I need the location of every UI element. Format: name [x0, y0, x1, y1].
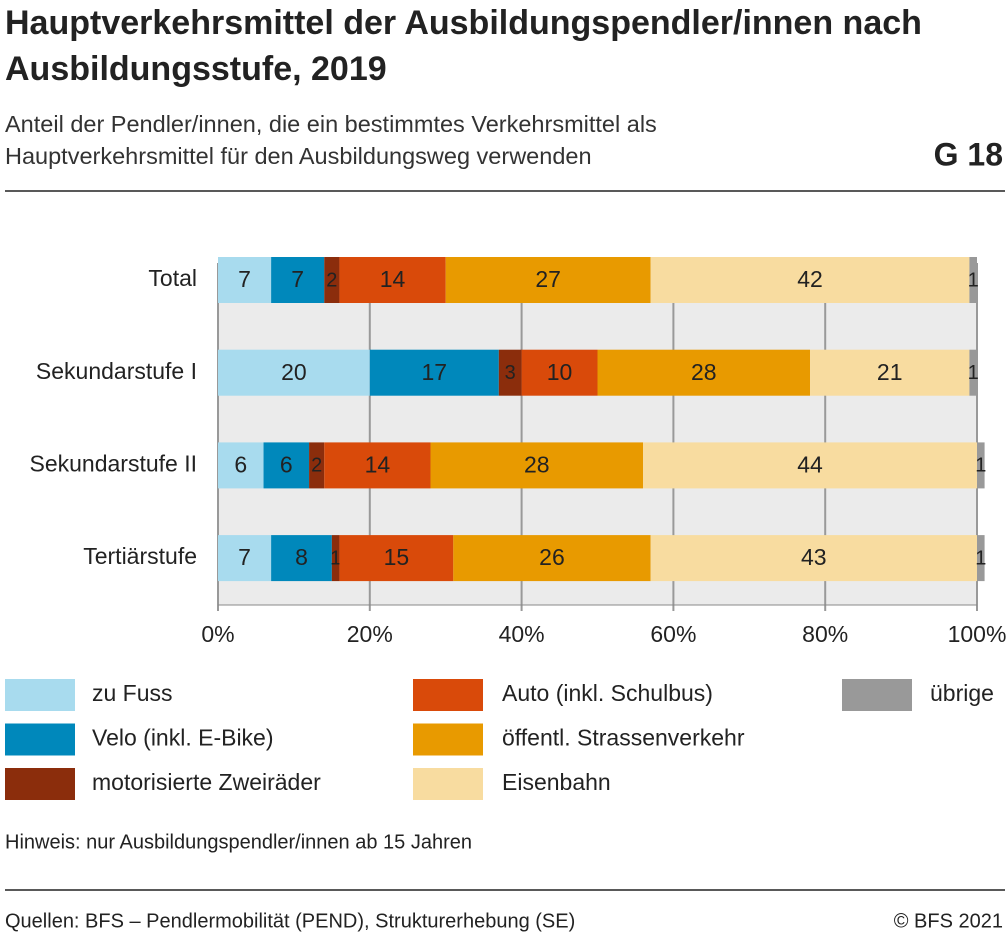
- bar-segment: [643, 442, 977, 489]
- bar-segment: [218, 442, 264, 489]
- bar-segment: [969, 257, 977, 303]
- data-label: 3: [505, 362, 516, 384]
- legend-label: motorisierte Zweiräder: [92, 769, 321, 795]
- data-label: 21: [877, 359, 903, 385]
- legend-swatch: [5, 768, 75, 800]
- y-tick-label: Tertiärstufe: [83, 543, 197, 569]
- bar-segment: [339, 257, 446, 303]
- bar-segment: [324, 442, 431, 489]
- legend-label: zu Fuss: [92, 680, 173, 706]
- data-label: 15: [384, 544, 410, 570]
- legend-swatch: [5, 679, 75, 711]
- bar-segment: [650, 257, 970, 303]
- source: Quellen: BFS – Pendlermobilität (PEND), …: [5, 910, 575, 932]
- data-label: 6: [234, 451, 247, 477]
- legend-label: Eisenbahn: [502, 769, 611, 795]
- chart-subtitle: Anteil der Pendler/innen, die ein bestim…: [5, 111, 657, 169]
- x-tick-label: 100%: [948, 621, 1007, 647]
- bar-segment: [263, 442, 310, 489]
- data-label: 14: [380, 266, 406, 292]
- bar-segment: [597, 349, 811, 396]
- x-tick-label: 80%: [802, 621, 848, 647]
- bar-segment: [218, 349, 370, 396]
- data-label: 6: [280, 451, 293, 477]
- data-label: 7: [238, 266, 251, 292]
- bar-segment: [977, 535, 985, 582]
- legend-swatch: [413, 768, 483, 800]
- legend-swatch: [842, 679, 912, 711]
- data-label: 20: [281, 359, 307, 385]
- data-label: 28: [524, 451, 550, 477]
- data-label: 1: [975, 547, 986, 569]
- note: Hinweis: nur Ausbildungspendler/innen ab…: [5, 831, 472, 853]
- copyright: © BFS 2021: [894, 910, 1003, 932]
- bar-segment: [453, 535, 651, 582]
- data-label: 27: [535, 266, 561, 292]
- y-tick-label: Sekundarstufe I: [36, 358, 197, 384]
- bar-segment: [324, 257, 340, 303]
- legend-label: übrige: [930, 680, 994, 706]
- bar-segment: [271, 257, 325, 303]
- bar-segment: [218, 535, 272, 582]
- bar-segment: [271, 535, 332, 582]
- bar-segment: [218, 257, 272, 303]
- x-tick-label: 0%: [201, 621, 234, 647]
- bar-segment: [309, 442, 325, 489]
- legend-swatch: [5, 723, 75, 756]
- data-label: 17: [422, 359, 448, 385]
- legend-label: Auto (inkl. Schulbus): [502, 680, 713, 706]
- bar-segment: [810, 349, 970, 396]
- bar-segment: [445, 257, 651, 303]
- data-label: 7: [291, 266, 304, 292]
- data-label: 1: [968, 362, 979, 384]
- data-label: 43: [801, 544, 827, 570]
- x-tick-label: 60%: [650, 621, 696, 647]
- x-tick-label: 40%: [499, 621, 545, 647]
- bar-segment: [977, 442, 985, 489]
- y-tick-label: Sekundarstufe II: [30, 450, 198, 476]
- bar-segment: [339, 535, 454, 582]
- data-label: 1: [330, 547, 341, 569]
- bar-segment: [369, 349, 499, 396]
- bar-segment: [650, 535, 977, 582]
- data-label: 2: [326, 269, 337, 291]
- data-label: 7: [238, 544, 251, 570]
- legend-swatch: [413, 723, 483, 756]
- data-label: 44: [797, 451, 823, 477]
- legend-label: öffentl. Strassenverkehr: [502, 725, 745, 751]
- bar-segment: [498, 349, 522, 396]
- legend-label: Velo (inkl. E-Bike): [92, 725, 274, 751]
- bar-segment: [969, 349, 977, 396]
- data-label: 26: [539, 544, 565, 570]
- data-label: 28: [691, 359, 717, 385]
- data-label: 2: [311, 455, 322, 477]
- y-tick-label: Total: [148, 265, 197, 291]
- figure-label: G 18: [934, 136, 1003, 172]
- bar-segment: [521, 349, 598, 396]
- data-label: 14: [365, 451, 391, 477]
- data-label: 10: [547, 359, 573, 385]
- data-label: 1: [968, 269, 979, 291]
- data-label: 1: [975, 455, 986, 477]
- bar-segment: [331, 535, 340, 582]
- x-tick-label: 20%: [347, 621, 393, 647]
- data-label: 8: [295, 544, 308, 570]
- data-label: 42: [797, 266, 823, 292]
- chart-title: Hauptverkehrsmittel der Ausbildungspendl…: [5, 4, 922, 88]
- legend-swatch: [413, 679, 483, 711]
- bar-segment: [430, 442, 644, 489]
